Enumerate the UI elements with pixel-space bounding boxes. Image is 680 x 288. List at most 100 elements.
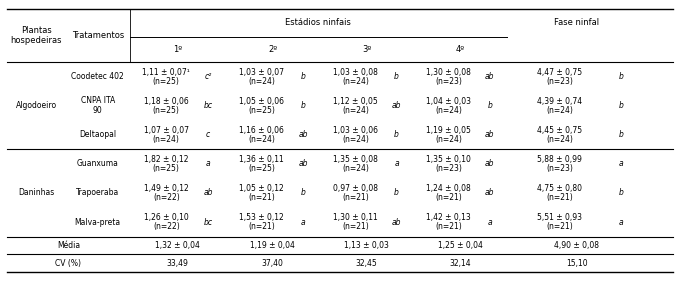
Text: c: c bbox=[206, 130, 210, 139]
Text: Daninhas: Daninhas bbox=[18, 188, 54, 198]
Text: bc: bc bbox=[204, 217, 213, 227]
Text: Média: Média bbox=[57, 241, 80, 250]
Text: (n=24): (n=24) bbox=[546, 135, 573, 144]
Text: (n=24): (n=24) bbox=[342, 135, 369, 144]
Text: 1,42 ± 0,13: 1,42 ± 0,13 bbox=[426, 213, 471, 222]
Text: b: b bbox=[619, 130, 624, 139]
Text: (n=25): (n=25) bbox=[248, 164, 275, 173]
Text: 1,19 ± 0,05: 1,19 ± 0,05 bbox=[426, 126, 471, 135]
Text: (n=24): (n=24) bbox=[435, 106, 462, 115]
Text: 1,19 ± 0,04: 1,19 ± 0,04 bbox=[250, 241, 295, 250]
Text: b: b bbox=[619, 188, 624, 198]
Text: 1,24 ± 0,08: 1,24 ± 0,08 bbox=[426, 184, 471, 193]
Text: (n=21): (n=21) bbox=[342, 194, 369, 202]
Text: b: b bbox=[301, 188, 305, 198]
Text: 1º: 1º bbox=[173, 45, 182, 54]
Text: (n=21): (n=21) bbox=[342, 223, 369, 232]
Text: (n=21): (n=21) bbox=[547, 194, 573, 202]
Text: a: a bbox=[619, 217, 624, 227]
Text: Tratamentos: Tratamentos bbox=[71, 31, 124, 40]
Text: (n=24): (n=24) bbox=[546, 106, 573, 115]
Text: ab: ab bbox=[485, 130, 494, 139]
Text: 1,11 ± 0,07¹: 1,11 ± 0,07¹ bbox=[142, 68, 190, 77]
Text: ab: ab bbox=[485, 72, 494, 81]
Text: (n=23): (n=23) bbox=[435, 77, 462, 86]
Text: (n=24): (n=24) bbox=[435, 135, 462, 144]
Text: 1,25 ± 0,04: 1,25 ± 0,04 bbox=[437, 241, 482, 250]
Text: (n=24): (n=24) bbox=[342, 77, 369, 86]
Text: b: b bbox=[394, 130, 399, 139]
Text: 32,14: 32,14 bbox=[449, 259, 471, 268]
Text: 1,53 ± 0,12: 1,53 ± 0,12 bbox=[239, 213, 284, 222]
Text: 4,75 ± 0,80: 4,75 ± 0,80 bbox=[537, 184, 582, 193]
Text: (n=21): (n=21) bbox=[248, 194, 275, 202]
Text: 1,32 ± 0,04: 1,32 ± 0,04 bbox=[155, 241, 200, 250]
Text: c²: c² bbox=[205, 72, 212, 81]
Text: (n=21): (n=21) bbox=[547, 223, 573, 232]
Text: ab: ab bbox=[203, 188, 213, 198]
Text: 1,30 ± 0,08: 1,30 ± 0,08 bbox=[426, 68, 471, 77]
Text: 32,45: 32,45 bbox=[356, 259, 377, 268]
Text: 1,12 ± 0,05: 1,12 ± 0,05 bbox=[333, 97, 378, 106]
Text: Deltaopal: Deltaopal bbox=[79, 130, 116, 139]
Text: ab: ab bbox=[485, 188, 494, 198]
Text: (n=24): (n=24) bbox=[153, 135, 180, 144]
Text: 2º: 2º bbox=[268, 45, 277, 54]
Text: (n=22): (n=22) bbox=[153, 223, 180, 232]
Text: a: a bbox=[488, 217, 492, 227]
Text: 1,36 ± 0,11: 1,36 ± 0,11 bbox=[239, 155, 284, 164]
Text: 33,49: 33,49 bbox=[167, 259, 188, 268]
Text: 15,10: 15,10 bbox=[566, 259, 588, 268]
Text: (n=23): (n=23) bbox=[435, 164, 462, 173]
Text: (n=25): (n=25) bbox=[153, 106, 180, 115]
Text: (n=25): (n=25) bbox=[248, 106, 275, 115]
Text: 1,30 ± 0,11: 1,30 ± 0,11 bbox=[333, 213, 378, 222]
Text: Malva-preta: Malva-preta bbox=[75, 217, 121, 227]
Text: 4,45 ± 0,75: 4,45 ± 0,75 bbox=[537, 126, 582, 135]
Text: ab: ab bbox=[392, 217, 401, 227]
Text: CNPA ITA
90: CNPA ITA 90 bbox=[81, 96, 115, 115]
Text: b: b bbox=[619, 72, 624, 81]
Text: (n=21): (n=21) bbox=[435, 194, 462, 202]
Text: (n=24): (n=24) bbox=[342, 164, 369, 173]
Text: 0,97 ± 0,08: 0,97 ± 0,08 bbox=[333, 184, 378, 193]
Text: 1,16 ± 0,06: 1,16 ± 0,06 bbox=[239, 126, 284, 135]
Text: 1,03 ± 0,08: 1,03 ± 0,08 bbox=[333, 68, 378, 77]
Text: a: a bbox=[206, 159, 211, 168]
Text: (n=21): (n=21) bbox=[435, 223, 462, 232]
Text: Trapoeraba: Trapoeraba bbox=[76, 188, 120, 198]
Text: b: b bbox=[488, 101, 492, 110]
Text: (n=22): (n=22) bbox=[153, 194, 180, 202]
Text: 37,40: 37,40 bbox=[262, 259, 284, 268]
Text: 1,13 ± 0,03: 1,13 ± 0,03 bbox=[344, 241, 389, 250]
Text: ab: ab bbox=[485, 159, 494, 168]
Text: Fase ninfal: Fase ninfal bbox=[554, 18, 599, 27]
Text: ab: ab bbox=[299, 130, 308, 139]
Text: Coodetec 402: Coodetec 402 bbox=[71, 72, 124, 81]
Text: 4,47 ± 0,75: 4,47 ± 0,75 bbox=[537, 68, 582, 77]
Text: b: b bbox=[301, 101, 305, 110]
Text: b: b bbox=[619, 101, 624, 110]
Text: 1,05 ± 0,06: 1,05 ± 0,06 bbox=[239, 97, 284, 106]
Text: 1,35 ± 0,08: 1,35 ± 0,08 bbox=[333, 155, 378, 164]
Text: a: a bbox=[301, 217, 305, 227]
Text: (n=25): (n=25) bbox=[153, 77, 180, 86]
Text: 1,82 ± 0,12: 1,82 ± 0,12 bbox=[144, 155, 188, 164]
Text: CV (%): CV (%) bbox=[56, 259, 82, 268]
Text: (n=25): (n=25) bbox=[153, 164, 180, 173]
Text: 1,03 ± 0,07: 1,03 ± 0,07 bbox=[239, 68, 284, 77]
Text: b: b bbox=[394, 188, 399, 198]
Text: a: a bbox=[619, 159, 624, 168]
Text: b: b bbox=[301, 72, 305, 81]
Text: 1,26 ± 0,10: 1,26 ± 0,10 bbox=[144, 213, 188, 222]
Text: 5,88 ± 0,99: 5,88 ± 0,99 bbox=[537, 155, 582, 164]
Text: 1,49 ± 0,12: 1,49 ± 0,12 bbox=[144, 184, 188, 193]
Text: b: b bbox=[394, 72, 399, 81]
Text: (n=21): (n=21) bbox=[248, 223, 275, 232]
Text: Algodoeiro: Algodoeiro bbox=[16, 101, 56, 110]
Text: (n=24): (n=24) bbox=[342, 106, 369, 115]
Text: ab: ab bbox=[299, 159, 308, 168]
Text: 1,03 ± 0,06: 1,03 ± 0,06 bbox=[333, 126, 378, 135]
Text: bc: bc bbox=[204, 101, 213, 110]
Text: 1,18 ± 0,06: 1,18 ± 0,06 bbox=[144, 97, 188, 106]
